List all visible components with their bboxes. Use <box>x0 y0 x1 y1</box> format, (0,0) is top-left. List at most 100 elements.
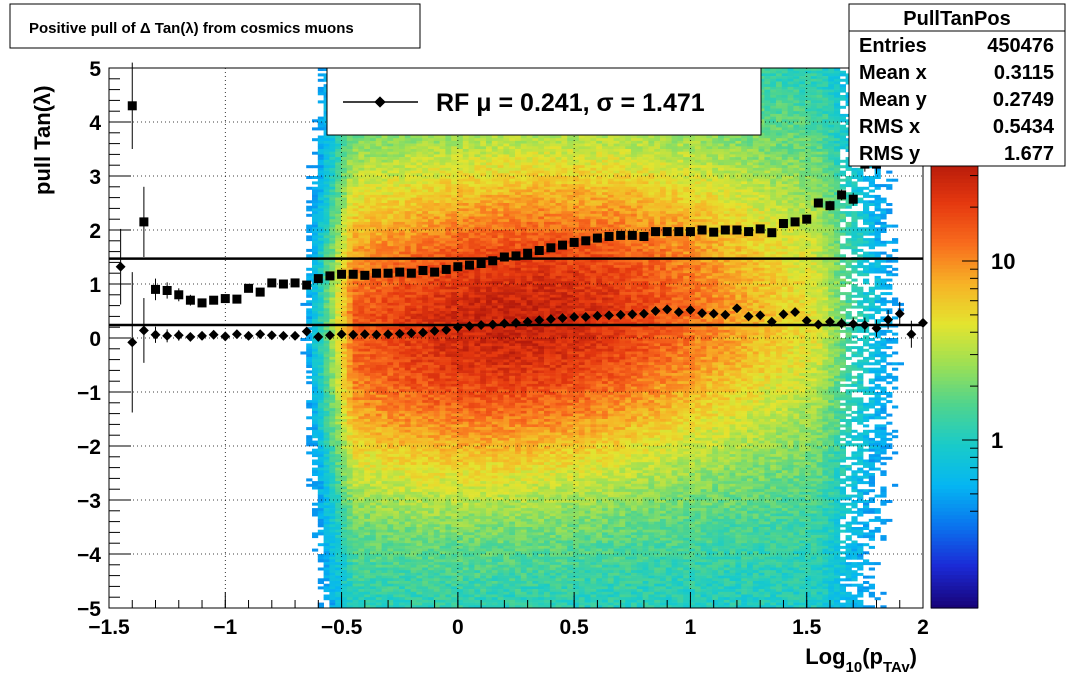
color-bar-segment <box>931 279 978 284</box>
x-tick-label: 0.5 <box>560 616 590 639</box>
stats-value: 0.5434 <box>993 116 1055 138</box>
stats-name: PullTanPos <box>903 8 1010 30</box>
color-bar-segment <box>931 544 978 549</box>
data-point-square <box>232 294 242 304</box>
data-point-square <box>848 194 858 204</box>
data-point-diamond <box>673 307 684 318</box>
data-point-diamond <box>220 331 231 342</box>
data-point-diamond <box>313 331 324 342</box>
color-bar-segment <box>931 540 978 546</box>
data-point-diamond <box>278 330 289 341</box>
color-bar-segment <box>931 552 978 557</box>
data-point-diamond <box>208 329 219 340</box>
color-bar-segment <box>931 510 978 516</box>
data-point-diamond <box>348 329 359 340</box>
x-tick-label: 2 <box>917 616 929 639</box>
data-point-diamond <box>266 330 277 341</box>
data-point-square <box>546 243 556 253</box>
data-point-square <box>616 230 626 240</box>
data-point-diamond <box>150 329 161 340</box>
data-point-square <box>348 269 358 279</box>
data-point-diamond <box>371 329 382 340</box>
color-bar-segment <box>931 432 978 437</box>
color-bar-segment <box>931 216 978 221</box>
data-point-diamond <box>580 311 591 322</box>
color-bar-segment <box>931 413 978 419</box>
color-bar-segment <box>931 342 978 348</box>
data-point-diamond <box>197 330 207 341</box>
color-bar-segment <box>931 436 978 441</box>
data-point-diamond <box>162 330 173 341</box>
color-bar-segment <box>931 272 978 277</box>
x-tick-label: −1 <box>213 616 237 639</box>
color-bar-segment <box>931 219 978 225</box>
color-bar-segment <box>931 234 978 239</box>
data-point-square <box>604 231 614 241</box>
data-point-square <box>813 198 823 208</box>
data-point-diamond <box>743 311 754 322</box>
color-bar-segment <box>931 481 978 486</box>
color-bar-segment <box>931 496 978 501</box>
data-point-diamond <box>394 328 405 339</box>
color-bar-segment <box>931 320 978 325</box>
color-bar-segment <box>931 369 978 374</box>
y-tick-label: 3 <box>89 166 101 189</box>
stats-label: Mean x <box>859 62 927 84</box>
color-bar-segment <box>931 518 978 523</box>
data-point-diamond <box>324 330 335 341</box>
color-bar-segment <box>931 581 978 587</box>
color-bar-segment <box>931 458 978 463</box>
data-point-diamond <box>138 325 149 336</box>
stats-value: 450476 <box>987 35 1054 57</box>
data-point-diamond <box>801 315 812 326</box>
data-point-diamond <box>429 326 440 336</box>
color-bar-segment <box>931 335 978 340</box>
y-tick-label: 5 <box>89 58 101 81</box>
color-bar-segment <box>931 212 978 217</box>
color-bar-segment <box>931 402 978 407</box>
data-point-diamond <box>255 329 266 340</box>
color-bar-segment <box>931 578 978 583</box>
color-bar-segment <box>931 305 978 310</box>
color-bar: 1 10 <box>930 159 1015 609</box>
color-bar-segment <box>931 466 978 471</box>
data-point-diamond <box>720 309 731 320</box>
color-bar-label: 1 <box>991 428 1003 453</box>
data-point-diamond <box>685 304 696 315</box>
data-point-diamond <box>336 329 347 340</box>
color-bar-segment <box>931 189 978 195</box>
data-point-square <box>139 217 149 227</box>
stats-box: PullTanPos Entries 450476 Mean x 0.3115 Mean… <box>848 3 1066 167</box>
data-point-diamond <box>511 317 521 328</box>
data-point-square <box>825 201 835 211</box>
data-point-diamond <box>604 310 614 321</box>
data-point-diamond <box>836 318 847 329</box>
data-point-square <box>709 227 719 237</box>
data-point-diamond <box>464 321 475 332</box>
data-point-diamond <box>766 316 777 327</box>
color-bar-segment <box>931 178 978 183</box>
color-bar-segment <box>931 260 978 266</box>
stats-label: Entries <box>859 35 927 57</box>
color-bar-segment <box>931 604 978 609</box>
color-bar-segment <box>931 499 978 505</box>
data-point-square <box>755 224 765 234</box>
color-bar-segment <box>931 514 978 519</box>
stats-value: 1.677 <box>1004 143 1054 165</box>
color-bar-segment <box>931 230 978 236</box>
color-bar-segment <box>931 585 978 590</box>
data-point-square <box>499 252 509 262</box>
chart-title: Positive pull of Δ Tan(λ) from cosmics m… <box>29 20 354 37</box>
data-point-square <box>313 274 323 284</box>
y-tick-label: 1 <box>89 274 101 297</box>
color-bar-segment <box>931 201 978 206</box>
x-axis-label: Log10(pTAv) <box>805 644 917 676</box>
data-point-diamond <box>534 315 545 326</box>
data-point-diamond <box>859 320 870 330</box>
data-point-square <box>581 236 591 246</box>
data-point-diamond <box>487 319 498 330</box>
x-tick-label: −1.5 <box>88 616 130 639</box>
color-bar-segment <box>931 555 978 561</box>
color-bar-segment <box>931 380 978 385</box>
